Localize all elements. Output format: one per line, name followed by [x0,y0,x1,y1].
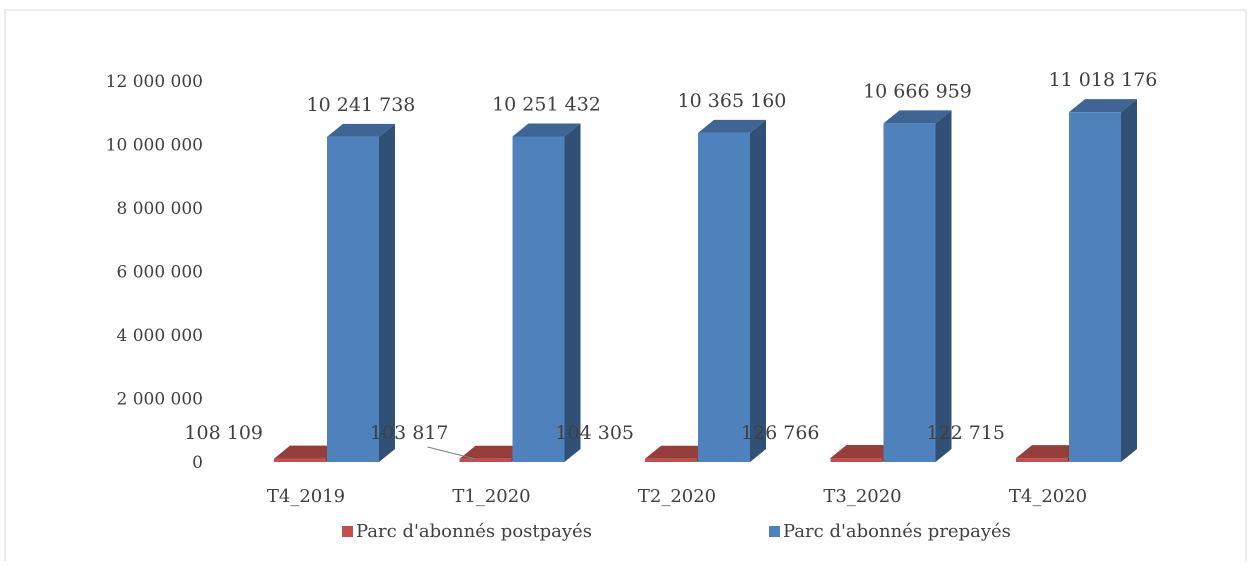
bar-postpayes [1016,458,1068,462]
legend-swatch [769,526,780,537]
data-label-postpayes: 103 817 [370,422,449,444]
legend-label: Parc d'abonnés prepayés [783,521,1011,542]
bar-group-T4_2020: 122 715 11 018 176 [926,69,1157,462]
bar-prepayes [1069,112,1121,462]
data-label-prepayes: 11 018 176 [1049,69,1158,91]
x-tick-label: T4_2020 [1009,486,1087,507]
data-label-postpayes: 126 766 [741,422,820,444]
x-tick-label: T1_2020 [452,486,530,507]
y-tick-label: 6 000 000 [116,263,203,283]
y-tick-label: 2 000 000 [116,390,203,410]
bar-top-prepayes [1069,99,1137,113]
bar-top-postpayes [1016,445,1084,459]
y-axis: 0 2 000 000 4 000 000 6 000 000 8 000 000 10 … [106,72,203,473]
x-tick-label: T3_2020 [823,486,901,507]
bar-postpayes [830,457,883,462]
bar-postpayes [274,458,326,462]
data-label-postpayes: 108 109 [184,422,263,444]
bar-top-postpayes [830,444,899,458]
bar-top-prepayes [698,119,766,133]
leader-line [427,446,476,460]
bar-top-prepayes [327,123,395,137]
bar-side-prepayes [1121,99,1137,462]
data-label-prepayes: 10 251 432 [492,94,601,116]
chart-border [4,9,1247,563]
bar-prepayes [698,132,750,462]
y-tick-label: 10 000 000 [106,136,203,156]
x-tick-label: T4_2019 [267,486,345,507]
legend-item-postpayes: Parc d'abonnés postpayés [342,521,592,542]
bar-prepayes [883,123,936,463]
y-tick-label: 0 [192,453,203,473]
bar-group-T4_2019: 108 109 10 241 738 [184,94,415,462]
bar-side-prepayes [379,123,395,462]
data-label-prepayes: 10 666 959 [863,80,972,102]
legend: Parc d'abonnés postpayés Parc d'abonnés p… [342,521,1011,542]
data-label-prepayes: 10 241 738 [307,94,416,116]
bar-postpayes [645,458,697,462]
bar-prepayes [327,136,379,462]
y-tick-label: 8 000 000 [116,199,203,219]
legend-label: Parc d'abonnés postpayés [356,521,592,542]
data-label-postpayes: 104 305 [555,422,634,444]
bar-group-T3_2020: 126 766 10 666 959 [741,80,972,463]
bar-top-postpayes [645,445,713,459]
data-label-prepayes: 10 365 160 [678,90,787,112]
x-tick-label: T2_2020 [638,486,716,507]
legend-item-prepayes: Parc d'abonnés prepayés [769,521,1011,542]
bar-group-T2_2020: 104 305 10 365 160 [555,90,786,462]
bar-top-prepayes [883,110,952,124]
y-tick-label: 12 000 000 [106,72,203,92]
bar-group-T1_2020: 103 817 10 251 432 [370,94,601,463]
bar-side-prepayes [935,110,952,463]
bar-side-prepayes [564,123,581,463]
x-axis: T4_2019 T1_2020 T2_2020 T3_2020 T4_2020 [267,486,1087,507]
bar-postpayes [459,458,512,462]
y-tick-label: 4 000 000 [116,326,203,346]
bar-side-prepayes [750,119,766,462]
bar-top-postpayes [459,445,528,459]
data-label-postpayes: 122 715 [926,422,1005,444]
bar-top-postpayes [274,445,342,459]
legend-swatch [342,526,353,537]
bar-top-prepayes [512,123,581,137]
bar-prepayes [512,136,565,462]
